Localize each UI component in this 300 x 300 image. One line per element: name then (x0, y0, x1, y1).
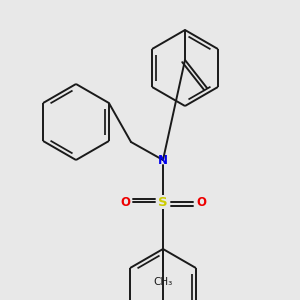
Text: O: O (196, 196, 206, 208)
Text: O: O (120, 196, 130, 208)
Text: N: N (158, 154, 168, 166)
Text: S: S (158, 196, 168, 208)
Text: CH₃: CH₃ (153, 277, 172, 287)
